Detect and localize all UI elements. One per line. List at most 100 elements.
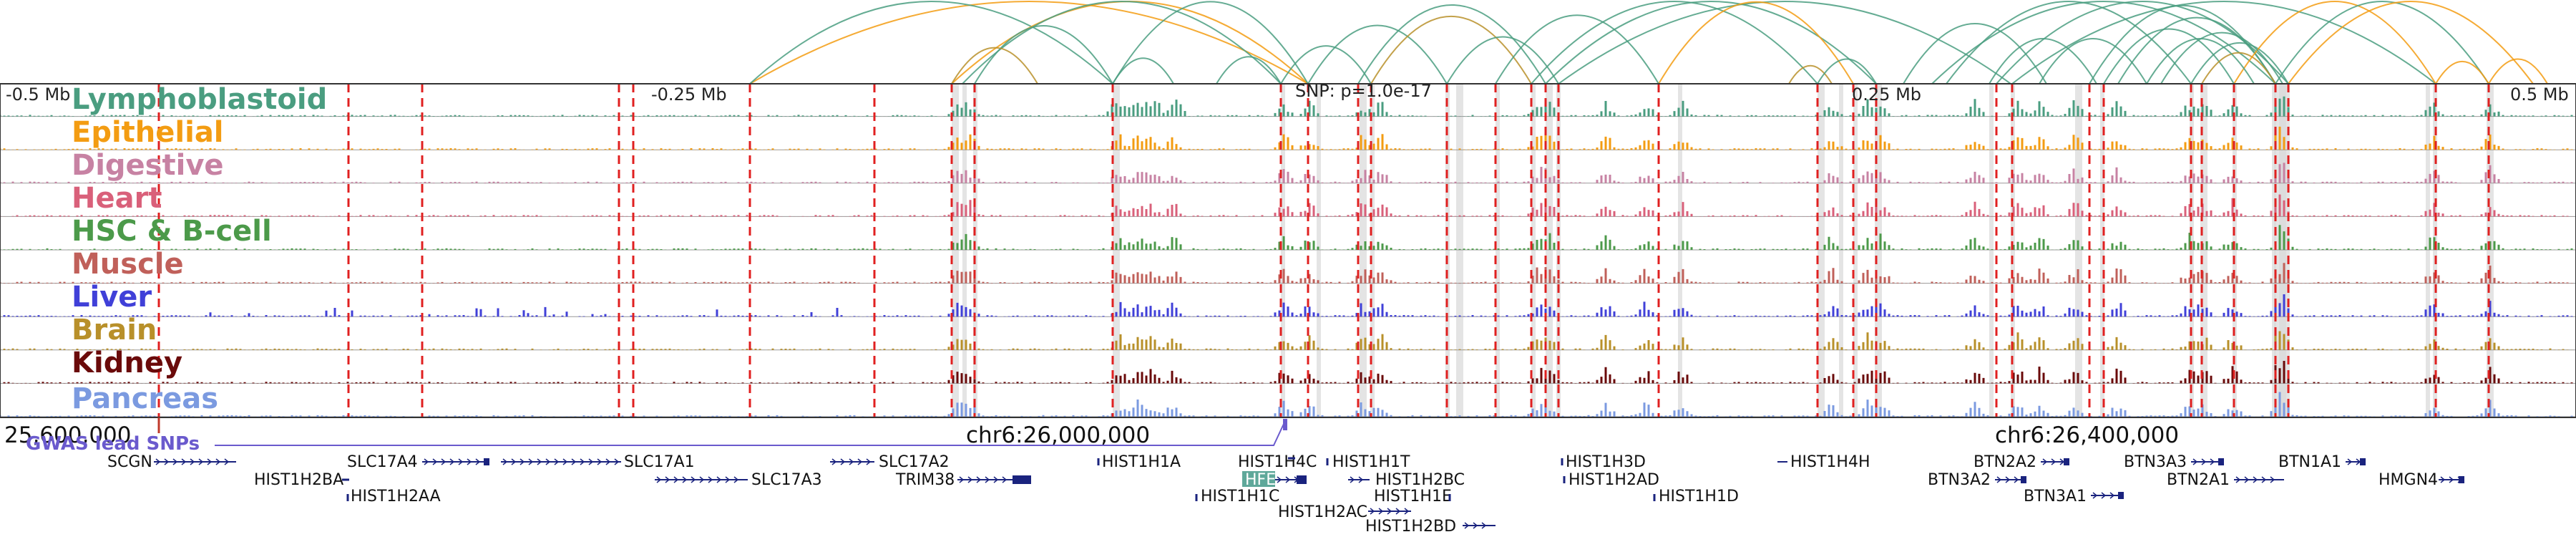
interaction-arc: [2201, 52, 2276, 84]
strand-chevron-icon: [2235, 476, 2241, 483]
strand-chevron-icon: [181, 458, 187, 465]
interaction-arc: [1903, 23, 2047, 84]
strand-chevron-icon: [432, 458, 438, 465]
strand-chevron-icon: [849, 458, 854, 465]
track-label-lymphoblastoid: Lymphoblastoid: [72, 83, 327, 116]
snp-pvalue-label: SNP: p=1.0e-17: [1295, 81, 1432, 101]
gene-label: HIST1H1E: [1374, 488, 1452, 505]
signal-profile: [0, 392, 2573, 417]
strand-chevron-icon: [2457, 476, 2463, 483]
strand-chevron-icon: [959, 476, 965, 483]
strand-chevron-icon: [2192, 458, 2198, 465]
scale-label-left: -0.5 Mb: [6, 84, 70, 105]
gene-label: SLC17A4: [347, 453, 418, 471]
gene-btn3a1: BTN3A1: [2024, 488, 2124, 505]
strand-chevron-icon: [699, 476, 705, 483]
gene-hist1h1a: HIST1H1A: [1097, 453, 1181, 471]
highlight-region: [1456, 84, 1463, 417]
strand-chevron-icon: [733, 476, 739, 483]
scale-label-mid-left: -0.25 Mb: [651, 84, 727, 105]
gene-exon: [484, 458, 489, 465]
strand-chevron-icon: [588, 458, 594, 465]
interaction-arc: [2039, 38, 2147, 84]
interaction-arc: [749, 1, 1309, 84]
strand-chevron-icon: [2201, 458, 2207, 465]
signal-profile: [0, 294, 2573, 317]
strand-chevron-icon: [2440, 476, 2446, 483]
interaction-arc: [1788, 64, 1833, 84]
gene-label: HIST1H3D: [1566, 453, 1646, 471]
strand-chevron-icon: [164, 458, 170, 465]
highlight-region: [1113, 84, 1120, 417]
interaction-arc: [962, 1, 1282, 84]
strand-chevron-icon: [519, 458, 525, 465]
highlight-region: [1853, 84, 1858, 417]
strand-chevron-icon: [2449, 476, 2454, 483]
gene-exon: [2064, 458, 2069, 465]
interaction-arc: [974, 24, 1113, 84]
strand-chevron-icon: [725, 476, 731, 483]
track-label-hsc-bcell: HSC & B-cell: [72, 215, 272, 248]
gene-exon: [2218, 458, 2224, 465]
interaction-arc: [1357, 4, 1546, 84]
gene-btn2a1: BTN2A1: [2167, 471, 2284, 489]
interaction-arc: [1531, 1, 1818, 84]
strand-chevron-icon: [1481, 522, 1487, 529]
strand-chevron-icon: [1404, 508, 1410, 515]
gene-exon: [2360, 458, 2366, 465]
gwas-snp-markers: [157, 84, 2490, 417]
gene-label: SLC17A2: [879, 453, 950, 471]
gene-label: HIST1H2AA: [351, 488, 441, 505]
strand-chevron-icon: [1350, 476, 1355, 483]
gwas-lead-snp-mark: [1283, 419, 1287, 430]
gene-label: HIST1H4H: [1790, 453, 1870, 471]
strand-chevron-icon: [2109, 492, 2115, 499]
signal-profile: [0, 263, 2573, 284]
interaction-arc: [1446, 36, 1559, 84]
gene-hist1h1e: HIST1H1E: [1374, 488, 1452, 505]
strand-chevron-icon: [708, 476, 713, 483]
strand-chevron-icon: [1294, 476, 1299, 483]
highlight-region: [2487, 84, 2494, 417]
strand-chevron-icon: [2210, 458, 2215, 465]
strand-chevron-icon: [424, 458, 429, 465]
strand-chevron-icon: [2261, 476, 2267, 483]
strand-chevron-icon: [580, 458, 585, 465]
strand-chevron-icon: [475, 458, 481, 465]
gene-label: HIST1H2BD: [1365, 518, 1456, 536]
gene-highlight: [1242, 471, 1275, 487]
strand-chevron-icon: [155, 458, 161, 465]
gene-label: SCGN: [107, 453, 152, 471]
strand-chevron-icon: [1395, 508, 1401, 515]
interaction-arc: [2435, 60, 2489, 84]
strand-chevron-icon: [502, 458, 508, 465]
signal-profile: [0, 331, 2573, 350]
track-label-digestive: Digestive: [72, 149, 224, 182]
gene-hist1h2ac: HIST1H2AC: [1278, 503, 1411, 521]
strand-chevron-icon: [840, 458, 846, 465]
strand-chevron-icon: [2244, 476, 2250, 483]
strand-chevron-icon: [458, 458, 464, 465]
highlight-region: [1546, 84, 1553, 417]
highlight-region: [1281, 84, 1285, 417]
gene-label: HIST1H2BC: [1375, 471, 1465, 489]
interaction-arc: [1989, 38, 2097, 84]
gene-slc17a1: SLC17A1: [501, 453, 695, 471]
gene-exon: [2021, 476, 2026, 483]
strand-chevron-icon: [857, 458, 863, 465]
highlight-region: [973, 84, 977, 417]
interaction-arc: [1307, 24, 1448, 84]
strand-chevron-icon: [1002, 476, 1008, 483]
strand-chevron-icon: [976, 476, 982, 483]
highlight-region: [1989, 84, 1994, 417]
interaction-arc: [2288, 1, 2534, 84]
tracks-frame: [0, 83, 2576, 418]
strand-chevron-icon: [2051, 458, 2057, 465]
interaction-arc: [749, 1, 1113, 84]
strand-chevron-icon: [528, 458, 534, 465]
gene-label: HIST1H4C: [1238, 453, 1317, 471]
gwas-track-label: GWAS lead SNPs: [26, 433, 200, 455]
strand-chevron-icon: [673, 476, 679, 483]
strand-chevron-icon: [1358, 476, 1364, 483]
strand-chevron-icon: [605, 458, 611, 465]
